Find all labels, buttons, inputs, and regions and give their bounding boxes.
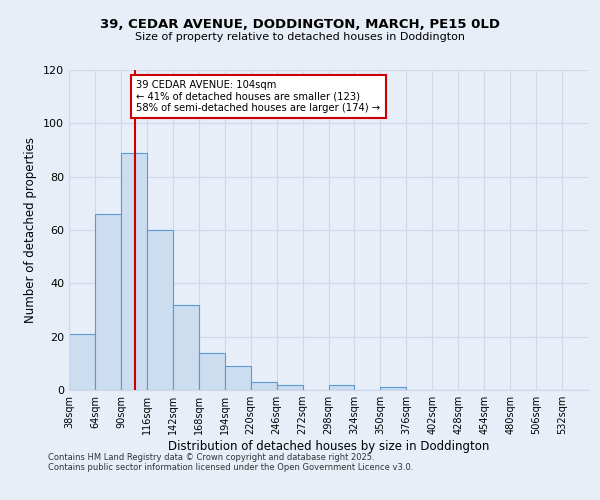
Bar — [251, 382, 277, 390]
Bar — [95, 214, 121, 390]
Bar — [329, 384, 355, 390]
Bar — [224, 366, 251, 390]
Bar — [121, 152, 147, 390]
Bar — [277, 384, 302, 390]
Bar — [380, 388, 406, 390]
Bar — [147, 230, 173, 390]
X-axis label: Distribution of detached houses by size in Doddington: Distribution of detached houses by size … — [168, 440, 489, 453]
Bar — [173, 304, 199, 390]
Text: 39 CEDAR AVENUE: 104sqm
← 41% of detached houses are smaller (123)
58% of semi-d: 39 CEDAR AVENUE: 104sqm ← 41% of detache… — [136, 80, 380, 113]
Bar — [199, 352, 224, 390]
Y-axis label: Number of detached properties: Number of detached properties — [25, 137, 37, 323]
Text: 39, CEDAR AVENUE, DODDINGTON, MARCH, PE15 0LD: 39, CEDAR AVENUE, DODDINGTON, MARCH, PE1… — [100, 18, 500, 30]
Text: Contains public sector information licensed under the Open Government Licence v3: Contains public sector information licen… — [48, 464, 413, 472]
Text: Size of property relative to detached houses in Doddington: Size of property relative to detached ho… — [135, 32, 465, 42]
Text: Contains HM Land Registry data © Crown copyright and database right 2025.: Contains HM Land Registry data © Crown c… — [48, 454, 374, 462]
Bar — [69, 334, 95, 390]
